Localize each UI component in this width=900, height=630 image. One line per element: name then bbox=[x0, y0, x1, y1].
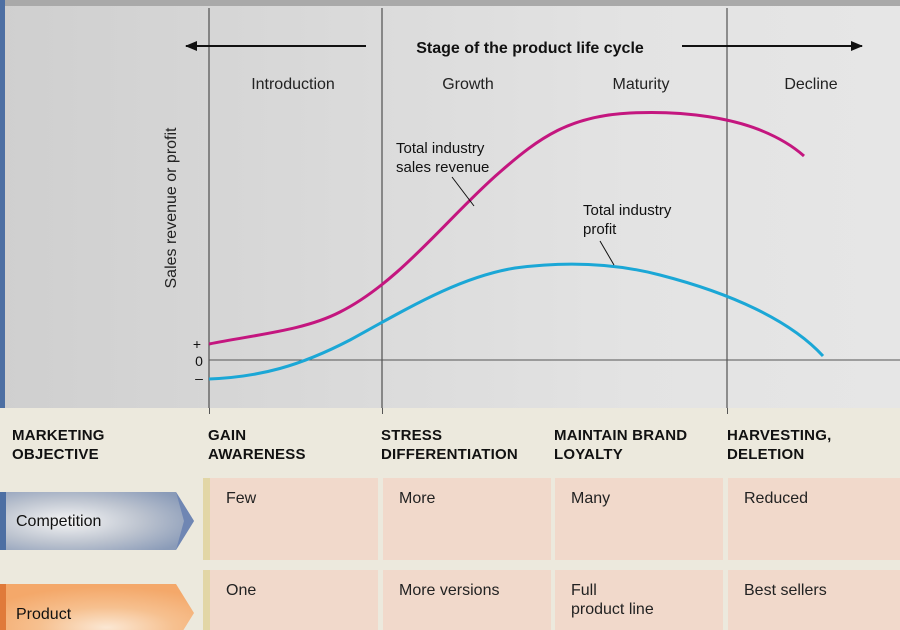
header-maintain-brand-loyalty: MAINTAIN BRAND LOYALTY bbox=[554, 427, 688, 463]
chart-svg: Stage of the product life cycle Introduc… bbox=[163, 8, 900, 408]
profit-curve bbox=[208, 262, 825, 381]
stage-label-introduction: Introduction bbox=[251, 76, 335, 93]
competition-cell-growth: More bbox=[383, 478, 551, 560]
stage-label-decline: Decline bbox=[784, 76, 837, 93]
y-axis-label: Sales revenue or profit bbox=[163, 127, 180, 289]
competition-cell-decline: Reduced bbox=[728, 478, 900, 560]
profit-curve-label-line-1: Total industry bbox=[583, 202, 672, 219]
table-tick-2 bbox=[382, 408, 383, 414]
product-cell-decline: Best sellers bbox=[728, 570, 900, 630]
cell-edge bbox=[203, 478, 210, 560]
table-tick-1 bbox=[209, 408, 210, 414]
header-stress-differentiation: STRESS DIFFERENTIATION bbox=[381, 427, 518, 463]
sales-curve-label-line-1: Total industry bbox=[396, 140, 485, 157]
profit-curve-label: Total industry profit bbox=[583, 202, 676, 238]
competition-row-label-arrow bbox=[0, 492, 194, 550]
strategy-table: MARKETING OBJECTIVE GAIN AWARENESS STRES… bbox=[0, 408, 900, 630]
cell-edge bbox=[203, 570, 210, 630]
profit-curve-label-line-2: profit bbox=[583, 221, 617, 238]
product-cell-introduction: One bbox=[210, 570, 378, 630]
product-cell-maturity: Full product line bbox=[555, 570, 723, 630]
left-accent-bar bbox=[0, 0, 5, 408]
product-row-label-arrow bbox=[0, 584, 194, 630]
axis-sign-plus: + bbox=[193, 336, 201, 352]
competition-cell-introduction: Few bbox=[210, 478, 378, 560]
header-harvesting-deletion: HARVESTING, DELETION bbox=[727, 427, 832, 463]
row-label-competition: Competition bbox=[16, 513, 102, 530]
profit-curve-leader bbox=[599, 240, 615, 266]
axis-sign-zero: 0 bbox=[195, 353, 203, 369]
chart-title: Stage of the product life cycle bbox=[416, 40, 644, 57]
competition-cell-maturity: Many bbox=[555, 478, 723, 560]
product-cell-growth: More versions bbox=[383, 570, 551, 630]
top-border bbox=[0, 0, 900, 6]
axis-sign-minus: – bbox=[195, 370, 203, 386]
stage-label-growth: Growth bbox=[442, 76, 494, 93]
sales-curve-label: Total industry sales revenue bbox=[396, 140, 489, 176]
life-cycle-chart: Stage of the product life cycle Introduc… bbox=[0, 0, 900, 408]
stage-label-maturity: Maturity bbox=[613, 76, 670, 93]
header-gain-awareness: GAIN AWARENESS bbox=[208, 427, 306, 463]
row-label-product: Product bbox=[16, 606, 72, 623]
table-tick-3 bbox=[727, 408, 728, 414]
sales-revenue-curve bbox=[208, 111, 805, 346]
header-marketing-objective: MARKETING OBJECTIVE bbox=[12, 427, 105, 463]
sales-curve-label-line-2: sales revenue bbox=[396, 159, 489, 176]
sales-curve-leader bbox=[451, 176, 475, 207]
